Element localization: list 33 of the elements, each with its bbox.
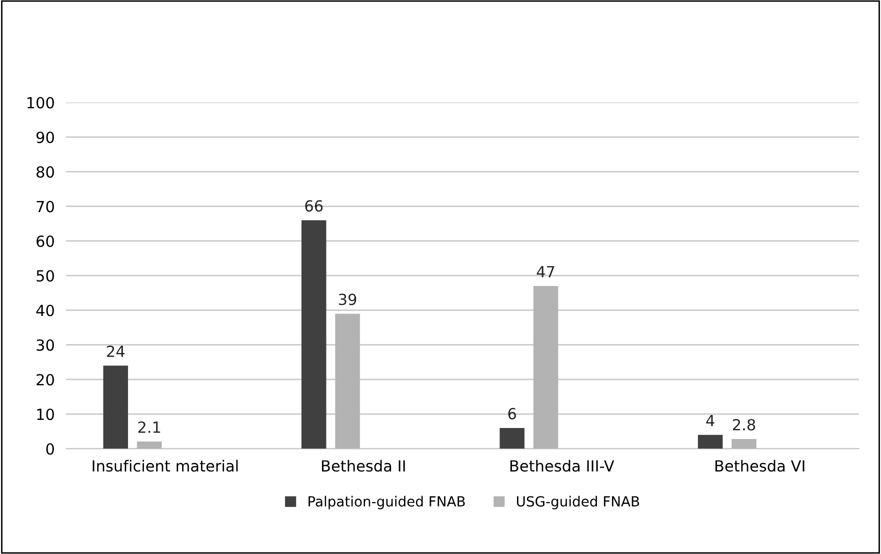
- x-tick-label: Bethesda VI: [715, 460, 804, 472]
- bar: [103, 366, 128, 449]
- y-tick-label: 30: [36, 339, 54, 351]
- bar: [698, 434, 723, 449]
- data-label: 24: [107, 346, 124, 357]
- y-tick-label: 60: [36, 235, 54, 248]
- y-tick-label: 100: [27, 96, 54, 109]
- y-tick-label: 20: [36, 374, 54, 386]
- data-label: 6: [508, 408, 516, 420]
- bar: [136, 441, 162, 449]
- data-label: 39: [339, 294, 356, 306]
- y-tick-label: 0: [46, 443, 54, 455]
- y-tick-label: 80: [36, 166, 54, 178]
- bar: [732, 439, 756, 449]
- y-tick-label: 50: [36, 270, 54, 282]
- y-tick-label: 90: [36, 132, 54, 144]
- legend-label: Palpation-guided FNAB: [308, 496, 465, 510]
- bar: [500, 428, 524, 449]
- x-tick-label: Bethesda II: [322, 460, 405, 472]
- bar: [301, 220, 326, 449]
- data-label: 4: [706, 415, 714, 426]
- y-tick-label: 10: [37, 408, 54, 420]
- legend-label: USG-guided FNAB: [516, 496, 640, 510]
- bar: [335, 314, 360, 449]
- data-label: 2.8: [732, 418, 756, 431]
- y-tick-label: 40: [36, 304, 54, 316]
- bar: [533, 286, 558, 449]
- x-tick-label: Bethesda III-V: [510, 460, 614, 472]
- data-label: 66: [305, 200, 323, 212]
- x-tick-label: Insuficient material: [92, 460, 238, 472]
- data-label: 2.1: [138, 421, 160, 433]
- data-label: 47: [536, 266, 554, 278]
- y-tick-label: 70: [36, 200, 54, 212]
